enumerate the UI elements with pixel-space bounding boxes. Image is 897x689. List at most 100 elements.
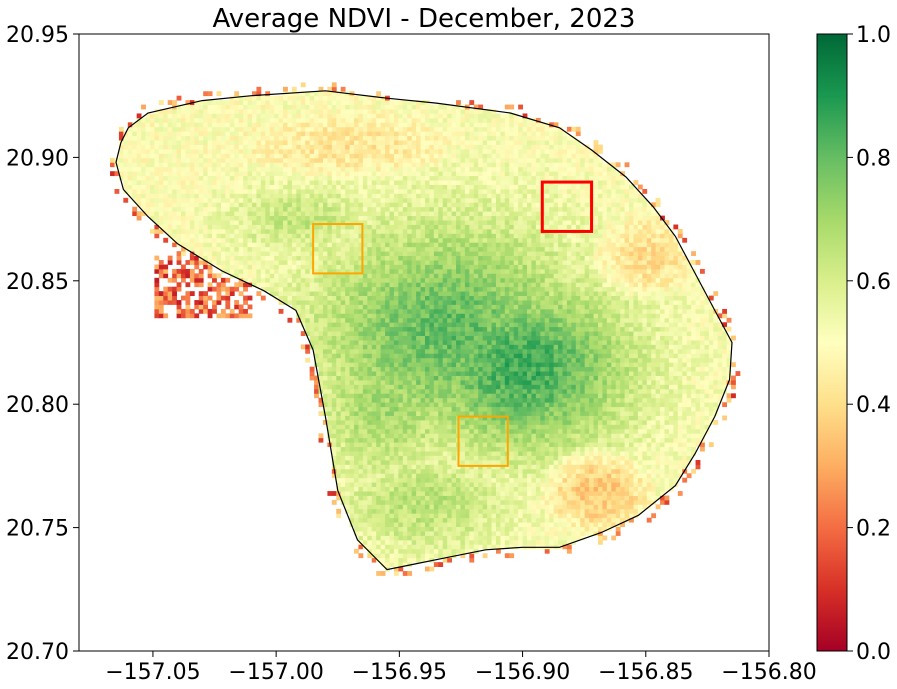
ndvi-cell [416, 424, 421, 430]
ndvi-cell [349, 442, 355, 448]
ndvi-cell [358, 526, 364, 532]
ndvi-cell [354, 442, 359, 448]
ndvi-cell [251, 215, 257, 221]
ndvi-cell [371, 308, 377, 314]
ndvi-cell [176, 224, 182, 230]
ndvi-cell [420, 237, 426, 243]
ndvi-cell [331, 282, 337, 288]
ndvi-cell [300, 224, 306, 230]
ndvi-cell [274, 264, 280, 270]
ndvi-cell [331, 388, 337, 394]
ndvi-cell [176, 104, 182, 110]
ndvi-cell [322, 308, 328, 314]
ndvi-cell [189, 175, 195, 181]
ndvi-cell [216, 282, 222, 288]
ndvi-cell [447, 344, 452, 350]
ndvi-cell [433, 131, 439, 137]
ndvi-cell [416, 220, 421, 225]
ndvi-cell [398, 380, 404, 385]
ndvi-cell [358, 499, 364, 505]
ndvi-cell [424, 277, 430, 283]
ndvi-cell [402, 424, 408, 430]
ndvi-cell [207, 246, 213, 252]
ndvi-cell [229, 193, 235, 199]
ndvi-cell [385, 100, 390, 105]
ndvi-cell [362, 322, 368, 328]
ndvi-cell [207, 282, 213, 288]
ndvi-cell [447, 317, 452, 323]
ndvi-cell [243, 104, 248, 110]
ndvi-cell [336, 157, 342, 163]
ndvi-cell [300, 322, 306, 328]
ndvi-cell [216, 202, 222, 208]
ndvi-cell [385, 504, 390, 510]
ndvi-cell [407, 384, 413, 390]
ndvi-cell [269, 233, 275, 239]
ndvi-cell [393, 513, 399, 519]
ndvi-cell [376, 211, 382, 217]
ndvi-cell [331, 317, 337, 323]
ndvi-cell [407, 442, 413, 448]
ndvi-cell [251, 104, 257, 110]
ndvi-cell [447, 228, 452, 234]
ndvi-cell [278, 273, 284, 279]
ndvi-cell [229, 122, 235, 128]
ndvi-cell [447, 166, 452, 172]
ndvi-cell [216, 233, 222, 239]
ndvi-cell [376, 157, 382, 163]
ndvi-cell [194, 166, 200, 172]
ndvi-cell [358, 295, 364, 301]
ndvi-cell [331, 437, 337, 443]
ndvi-cell [411, 202, 417, 208]
ndvi-cell [327, 224, 333, 230]
ndvi-cell [371, 553, 377, 559]
ndvi-cell [336, 144, 342, 150]
ndvi-cell [358, 162, 364, 168]
ndvi-cell [243, 295, 248, 301]
ndvi-cell [118, 126, 124, 132]
ndvi-cell [198, 206, 204, 212]
ndvi-cell [331, 206, 337, 212]
ndvi-cell [318, 411, 324, 416]
ndvi-cell [283, 144, 288, 150]
ndvi-cell [265, 95, 271, 101]
ndvi-cell [424, 380, 430, 385]
ndvi-cell [300, 117, 306, 123]
ndvi-cell [433, 482, 439, 488]
ndvi-cell [336, 224, 342, 230]
ndvi-cell [189, 291, 195, 297]
ndvi-cell [393, 251, 399, 257]
ndvi-cell [287, 233, 293, 239]
ndvi-cell [398, 131, 404, 137]
ndvi-cell [194, 144, 200, 150]
ndvi-cell [411, 366, 417, 372]
ndvi-cell [411, 144, 417, 150]
ndvi-cell [389, 353, 395, 359]
ndvi-cell [420, 526, 426, 532]
ndvi-cell [336, 300, 342, 305]
ndvi-cell [385, 517, 390, 523]
ndvi-cell [402, 153, 408, 159]
ndvi-cell [371, 539, 377, 545]
ndvi-cell [163, 126, 169, 132]
ndvi-cell [407, 557, 413, 563]
ndvi-cell [358, 384, 364, 390]
ndvi-cell [362, 446, 368, 452]
ndvi-cell [380, 357, 386, 363]
ndvi-cell [158, 228, 164, 234]
ndvi-cell [371, 157, 377, 163]
ndvi-cell [256, 117, 262, 123]
ndvi-cell [216, 149, 222, 154]
ndvi-cell [380, 282, 386, 288]
ndvi-cell [389, 486, 395, 492]
ndvi-cell [141, 104, 146, 110]
ndvi-cell [336, 282, 342, 288]
ndvi-cell [136, 162, 142, 168]
ndvi-cell [314, 104, 319, 110]
ndvi-cell [367, 340, 373, 345]
ndvi-cell [380, 268, 386, 274]
ndvi-cell [340, 100, 346, 105]
ndvi-cell [358, 442, 364, 448]
ndvi-cell [424, 442, 430, 448]
ndvi-cell [305, 95, 311, 101]
